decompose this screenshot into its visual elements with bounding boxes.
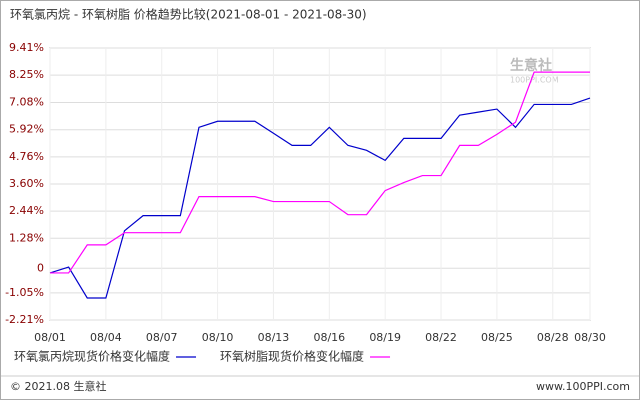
watermark-url: 100PPI.COM [510, 76, 559, 85]
x-tick-label: 08/28 [537, 331, 569, 344]
y-tick-label: -2.21% [5, 313, 44, 326]
y-tick-label: 8.25% [9, 68, 44, 81]
x-tick-label: 08/16 [313, 331, 345, 344]
y-tick-label: 1.28% [9, 231, 44, 244]
watermark: 生意社 [510, 57, 552, 74]
x-tick-label: 08/04 [90, 331, 122, 344]
legend-label: 环氧树脂现货价格变化幅度 [220, 349, 364, 364]
series-line [50, 71, 590, 274]
legend-label: 环氧氯丙烷现货价格变化幅度 [14, 349, 170, 364]
x-tick-label: 08/30 [574, 331, 606, 344]
y-tick-label: 0 [37, 261, 44, 274]
x-tick-label: 08/13 [258, 331, 290, 344]
y-tick-label: 5.92% [9, 123, 44, 136]
footer-left: © 2021.08 生意社 [10, 379, 106, 393]
series-line [49, 97, 591, 299]
y-tick-label: 9.41% [9, 41, 44, 54]
x-tick-label: 08/10 [202, 331, 234, 344]
x-tick-label: 08/22 [425, 331, 457, 344]
y-tick-label: 2.44% [9, 204, 44, 217]
footer-right: www.100PPI.com [536, 380, 630, 393]
chart-title: 环氧氯丙烷 - 环氧树脂 价格趋势比较(2021-08-01 - 2021-08… [10, 7, 367, 22]
y-tick-label: 3.60% [9, 177, 44, 190]
y-tick-label: 4.76% [9, 150, 44, 163]
y-tick-label: -1.05% [5, 286, 44, 299]
y-tick-label: 7.08% [9, 96, 44, 109]
x-tick-label: 08/19 [369, 331, 401, 344]
x-tick-label: 08/01 [34, 331, 66, 344]
x-tick-label: 08/25 [481, 331, 513, 344]
x-tick-label: 08/07 [146, 331, 178, 344]
